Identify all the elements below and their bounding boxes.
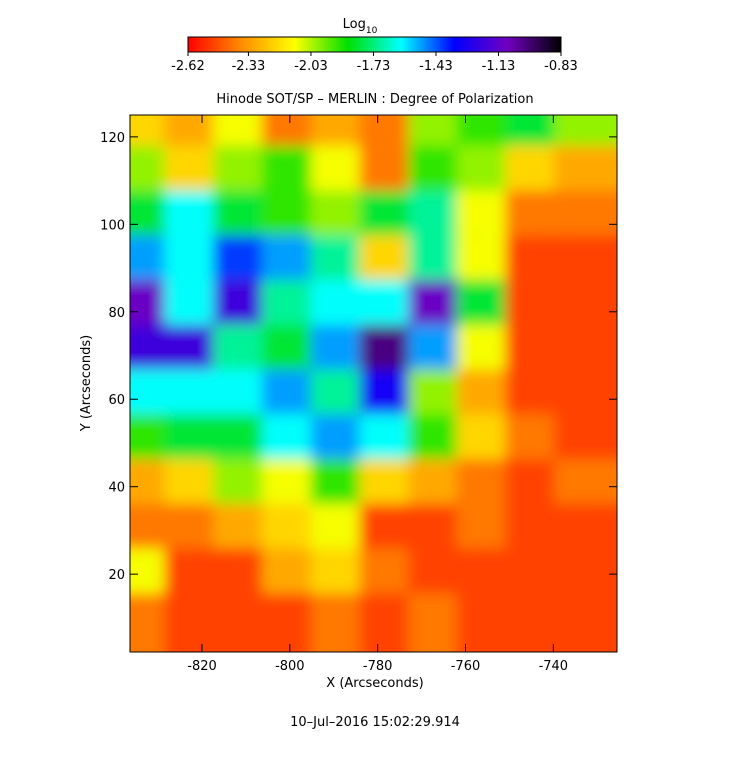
x-tick-label: -780 — [363, 659, 393, 674]
plot-frame — [129, 114, 618, 653]
colorbar-tick-label: -1.13 — [482, 59, 516, 74]
heatmap — [130, 115, 617, 652]
colorbar-tick-label: -1.43 — [419, 59, 453, 74]
colorbar-tick-label: -2.33 — [232, 59, 266, 74]
x-tick-label: -800 — [275, 659, 305, 674]
y-axis-title: Y (Arcseconds) — [79, 335, 94, 432]
y-tick-label: 100 — [100, 218, 125, 233]
colorbar-tick-label: -2.03 — [294, 59, 328, 74]
colorbar — [187, 36, 562, 53]
y-tick-label: 60 — [108, 393, 125, 408]
colorbar-tick-label: -0.83 — [544, 59, 578, 74]
y-tick-label: 40 — [108, 481, 125, 496]
footer-date: 10–Jul–2016 15:02:29.914 — [290, 715, 460, 730]
x-axis-title: X (Arcseconds) — [326, 676, 423, 691]
heatmap-cell — [554, 593, 617, 652]
colorbar-tick-label: -1.73 — [357, 59, 391, 74]
x-tick-label: -740 — [539, 659, 569, 674]
colorbar-tick-label: -2.62 — [171, 59, 205, 74]
y-tick-label: 80 — [108, 306, 125, 321]
x-tick-label: -760 — [451, 659, 481, 674]
y-tick-label: 120 — [100, 131, 125, 146]
chart-title: Hinode SOT/SP – MERLIN : Degree of Polar… — [216, 92, 533, 107]
colorbar-label: Log10 — [343, 17, 378, 36]
x-tick-label: -820 — [187, 659, 217, 674]
y-tick-label: 20 — [108, 568, 125, 583]
